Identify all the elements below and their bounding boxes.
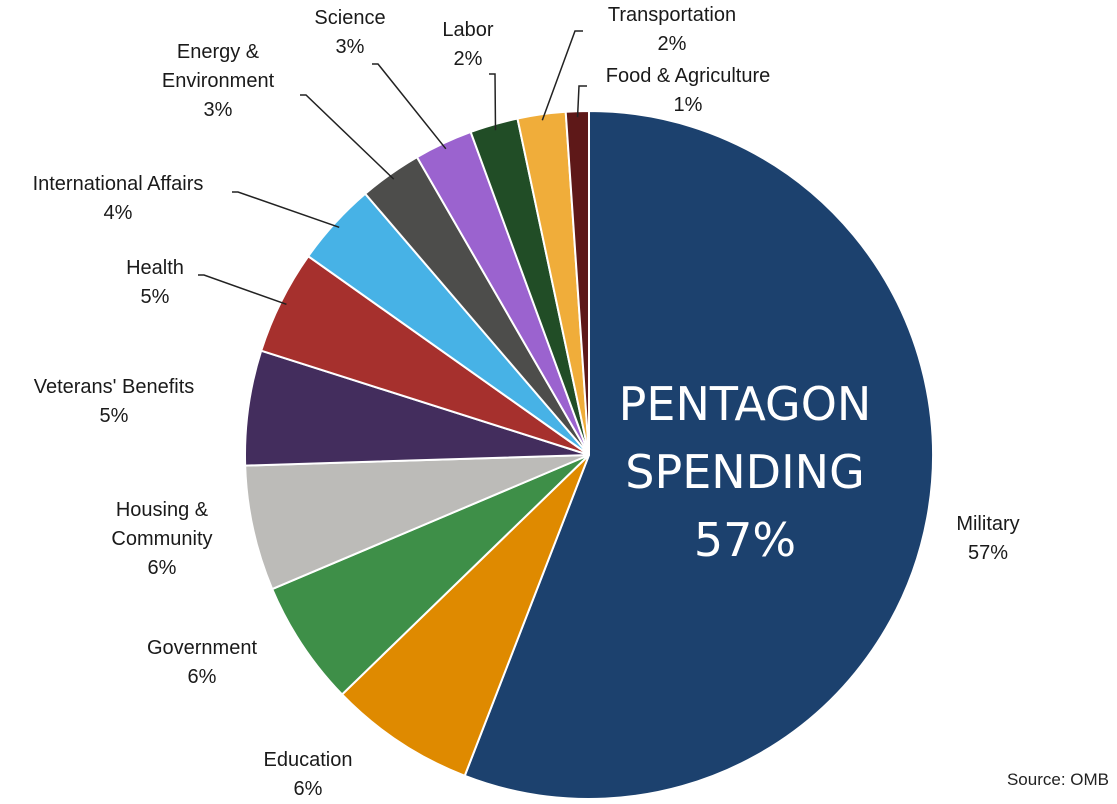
slice-labels: Military 57% Education 6% Government 6% Housin… bbox=[33, 4, 1020, 800]
leader-line bbox=[541, 30, 583, 121]
center-text-line: SPENDING bbox=[625, 445, 864, 499]
source-note: Source: OMB bbox=[1006, 770, 1109, 789]
leader-line bbox=[372, 63, 447, 150]
slice-label: Health 5% bbox=[126, 257, 184, 308]
slice-military bbox=[463, 109, 934, 800]
slice-label: Energy & Environment 3% bbox=[162, 41, 275, 121]
center-text-line: 57% bbox=[694, 513, 796, 567]
slice-label: Food & Agriculture 1% bbox=[606, 65, 771, 116]
slice-label: Science 3% bbox=[314, 7, 385, 58]
leader-line bbox=[300, 94, 395, 180]
slice-label: International Affairs 4% bbox=[33, 173, 204, 224]
slice-housing bbox=[244, 454, 590, 591]
leader-line bbox=[198, 274, 287, 306]
slice-label: Government 6% bbox=[147, 637, 257, 688]
slice-label: Transportation 2% bbox=[608, 4, 736, 55]
leader-line bbox=[576, 85, 587, 118]
pie-slices bbox=[244, 109, 934, 800]
slice-government bbox=[270, 454, 590, 696]
center-annotation: PENTAGON SPENDING 57% bbox=[619, 377, 872, 567]
leader-line bbox=[489, 73, 497, 131]
slice-label: Housing & Community 6% bbox=[111, 499, 212, 579]
slice-label: Labor 2% bbox=[442, 19, 493, 70]
leader-lines bbox=[198, 30, 587, 306]
leader-line bbox=[232, 191, 340, 228]
slice-label: Military 57% bbox=[956, 513, 1019, 564]
center-text-line: PENTAGON bbox=[619, 377, 872, 431]
slice-label: Veterans' Benefits 5% bbox=[34, 376, 195, 427]
slice-label: Education 6% bbox=[264, 749, 353, 800]
slice-education bbox=[340, 454, 590, 778]
